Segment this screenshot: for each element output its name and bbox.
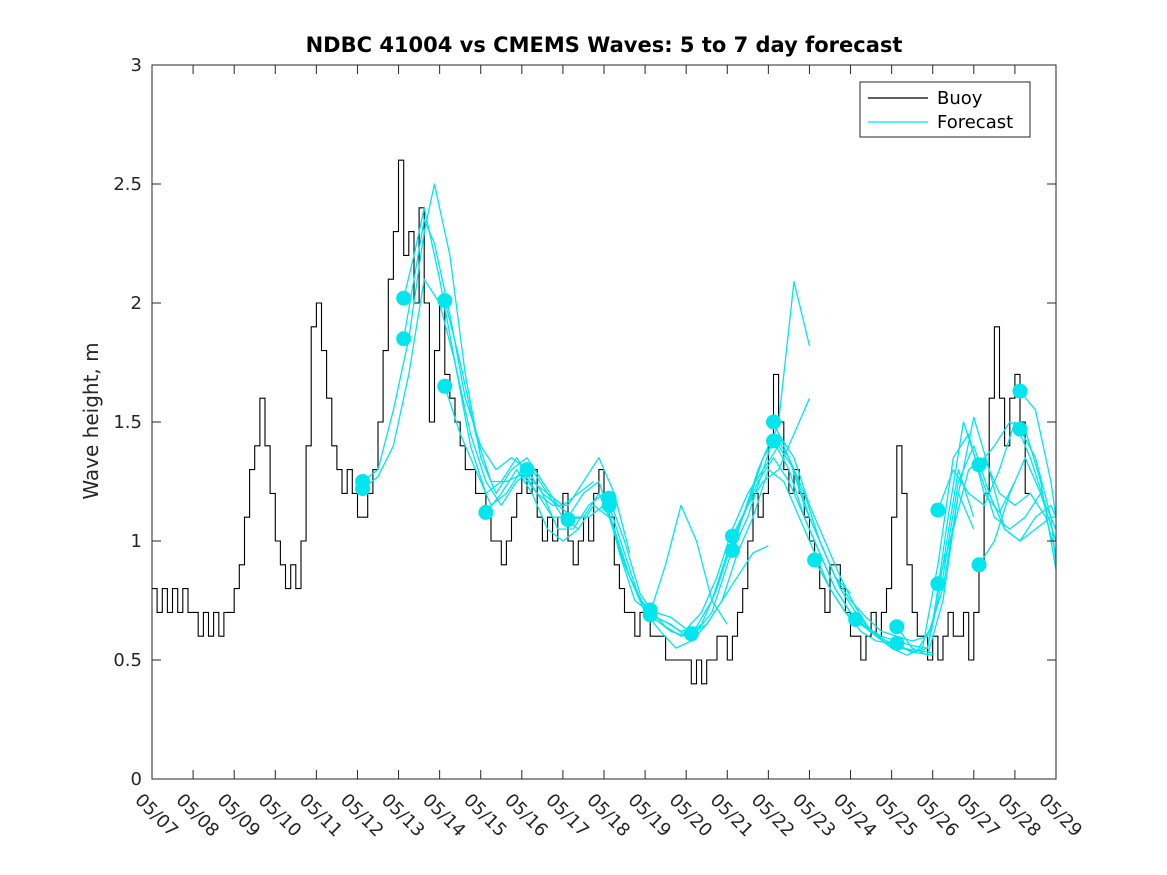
forecast-marker-22 bbox=[889, 635, 905, 651]
forecast-marker-15 bbox=[724, 528, 740, 544]
forecast-marker-18 bbox=[766, 433, 781, 449]
forecast-marker-16 bbox=[724, 543, 740, 558]
forecast-line-21 bbox=[896, 416, 1057, 656]
forecast-marker-13 bbox=[642, 607, 658, 623]
forecast-line-11 bbox=[608, 280, 811, 630]
legend-label-buoy: Buoy bbox=[937, 88, 983, 109]
y-tick-label-0: 0 bbox=[131, 769, 142, 790]
forecast-marker-4 bbox=[396, 290, 412, 306]
forecast-marker-21 bbox=[889, 619, 905, 635]
forecast-marker-2 bbox=[355, 474, 371, 489]
forecast-marker-20 bbox=[848, 612, 864, 627]
forecast-line-26 bbox=[978, 457, 1057, 566]
forecast-line-14 bbox=[690, 468, 892, 644]
y-tick-label-1: 1 bbox=[131, 531, 142, 552]
forecast-line-8 bbox=[526, 469, 728, 625]
legend: Buoy Forecast bbox=[859, 81, 1031, 138]
forecast-marker-11 bbox=[601, 497, 617, 513]
forecast-marker-8 bbox=[519, 462, 535, 478]
forecast-line-12 bbox=[649, 433, 851, 637]
forecast-line-17 bbox=[772, 421, 975, 642]
chart-title: NDBC 41004 vs CMEMS Waves: 5 to 7 day fo… bbox=[306, 33, 903, 57]
forecast-line-27 bbox=[1019, 390, 1057, 518]
y-tick-label-3: 3 bbox=[131, 55, 142, 76]
forecast-marker-5 bbox=[437, 378, 453, 394]
forecast-line-4 bbox=[403, 207, 595, 506]
forecast-line-6 bbox=[444, 300, 631, 554]
forecast-marker-6 bbox=[437, 293, 453, 309]
forecast-line-10 bbox=[608, 397, 811, 637]
buoy-series bbox=[152, 159, 1031, 685]
forecast-marker-group bbox=[355, 290, 1028, 651]
forecast-line-9 bbox=[567, 492, 769, 649]
forecast-marker-23 bbox=[930, 502, 946, 518]
forecast-marker-19 bbox=[807, 552, 823, 568]
forecast-marker-28 bbox=[1012, 421, 1028, 437]
forecast-marker-7 bbox=[478, 504, 494, 520]
forecast-marker-17 bbox=[766, 414, 781, 430]
forecast-line-2 bbox=[362, 183, 559, 506]
forecast-marker-25 bbox=[971, 457, 987, 473]
y-tick-label-0.5: 0.5 bbox=[113, 650, 142, 671]
y-tick-label-2: 2 bbox=[131, 293, 142, 314]
forecast-line-1 bbox=[362, 278, 579, 530]
forecast-marker-27 bbox=[1012, 383, 1028, 399]
forecast-line-20 bbox=[855, 421, 1042, 652]
forecast-line-23 bbox=[937, 421, 1057, 530]
buoy-line bbox=[152, 159, 1031, 685]
y-tick-label-1.5: 1.5 bbox=[113, 412, 142, 433]
legend-label-forecast: Forecast bbox=[937, 112, 1013, 133]
forecast-marker-14 bbox=[683, 626, 699, 642]
forecast-marker-26 bbox=[971, 557, 987, 573]
plot-area bbox=[152, 65, 1056, 779]
forecast-marker-3 bbox=[396, 331, 412, 347]
forecast-marker-9 bbox=[560, 512, 576, 528]
y-tick-label-2.5: 2.5 bbox=[113, 174, 142, 195]
forecast-line-24 bbox=[937, 457, 1057, 584]
forecast-marker-24 bbox=[930, 576, 946, 592]
legend-box bbox=[859, 81, 1031, 138]
y-axis-label: Wave height, m bbox=[79, 342, 103, 499]
